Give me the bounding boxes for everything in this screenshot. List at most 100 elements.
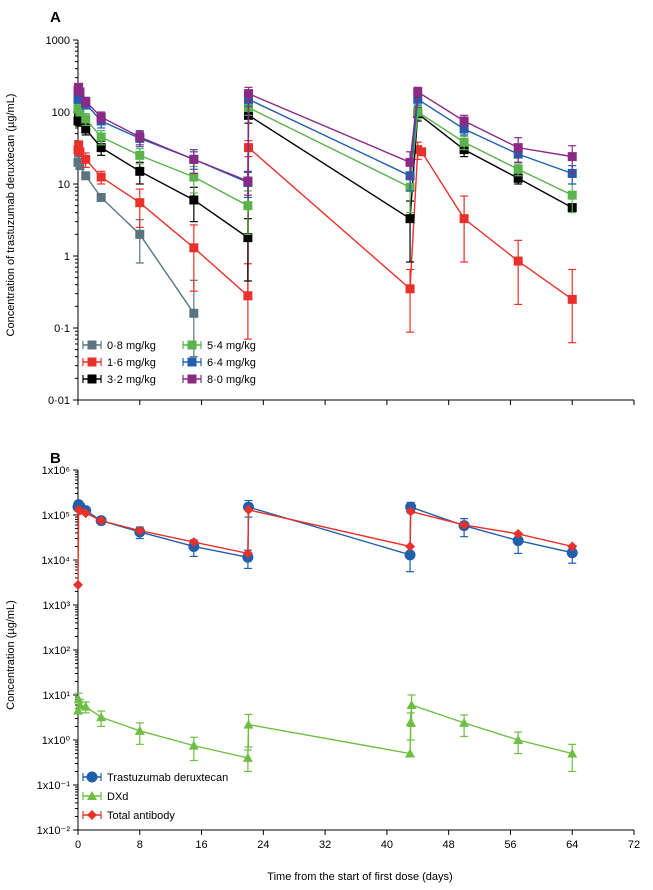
data-point <box>567 190 577 200</box>
y-tick-label: 1x10⁻¹ <box>37 780 71 792</box>
y-tick-label: 1x10¹ <box>42 690 70 702</box>
data-point <box>81 96 91 106</box>
legend-label: 6·4 mg/kg <box>207 357 256 369</box>
series-0 <box>73 148 199 358</box>
x-tick-label: 16 <box>195 839 207 851</box>
data-point <box>189 243 199 253</box>
data-point <box>405 157 415 167</box>
legend-item: 5·4 mg/kg <box>182 340 256 352</box>
x-tick-label: 40 <box>381 839 393 851</box>
series-line <box>77 112 573 239</box>
x-tick-label: 24 <box>257 839 269 851</box>
panel-b-marks <box>72 499 578 773</box>
data-point <box>96 712 107 722</box>
data-point <box>188 740 199 750</box>
series-5 <box>73 82 577 196</box>
legend-item: DXd <box>82 791 128 803</box>
data-point <box>73 579 83 590</box>
data-point <box>96 172 106 182</box>
data-point <box>405 506 416 517</box>
panel-a-ylabel: Concentration of trastuzumab deruxtecan … <box>5 94 17 337</box>
data-point <box>513 528 524 539</box>
legend-label: Trastuzumab deruxtecan <box>107 772 228 784</box>
data-point <box>513 256 523 266</box>
panel-b-ylabel: Concentration (µg/mL) <box>5 600 17 710</box>
data-point <box>75 117 85 127</box>
data-point <box>75 92 85 102</box>
legend-marker <box>187 357 197 367</box>
data-point <box>96 132 106 142</box>
data-point <box>513 143 523 153</box>
legend-item: Total antibody <box>82 810 175 822</box>
legend-marker <box>187 374 197 384</box>
data-point <box>405 748 416 758</box>
legend-marker <box>87 791 97 800</box>
data-point <box>242 752 253 762</box>
data-point <box>74 100 84 110</box>
legend-label: Total antibody <box>107 810 175 822</box>
data-point <box>459 519 470 530</box>
data-point <box>189 195 199 205</box>
y-tick-label: 0·1 <box>54 323 70 335</box>
data-point <box>96 192 106 202</box>
x-tick-label: 8 <box>137 839 143 851</box>
data-point <box>189 308 199 318</box>
y-tick-label: 1x10⁴ <box>41 555 70 567</box>
data-point <box>75 107 85 117</box>
panel-b-xlabel: Time from the start of first dose (days) <box>267 871 452 883</box>
data-point <box>413 94 423 104</box>
data-point <box>413 107 423 117</box>
series-line <box>77 699 573 759</box>
series-2 <box>73 107 577 282</box>
x-tick-label: 72 <box>628 839 640 851</box>
y-tick-label: 1x10⁰ <box>42 735 71 747</box>
data-point <box>567 748 578 758</box>
data-point <box>81 154 91 164</box>
panel-a-axes: 0·01 0·1 1 10 100 1000 <box>46 35 635 407</box>
series-4 <box>73 89 577 199</box>
data-point <box>96 112 106 122</box>
data-point <box>417 147 427 157</box>
panel-a-legend: 0·8 mg/kg 1·6 mg/kg 3·2 mg/kg 5·4 mg/kg 6·4 … <box>82 340 256 386</box>
y-tick-label: 0·01 <box>48 395 70 407</box>
panel-a-letter: A <box>50 9 61 26</box>
data-point <box>243 719 254 729</box>
data-point <box>405 214 415 224</box>
data-point <box>81 114 91 124</box>
y-tick-label: 1x10² <box>42 645 70 657</box>
panel-b-legend: Trastuzumab deruxtecan DXd Total antibody <box>82 771 228 822</box>
legend-item: 1·6 mg/kg <box>82 357 156 369</box>
legend-marker <box>87 357 97 367</box>
y-tick-label: 1x10⁵ <box>42 510 70 522</box>
data-point <box>74 82 84 92</box>
data-point <box>243 504 254 515</box>
y-tick-label: 1x10³ <box>42 600 70 612</box>
x-tick-label: 56 <box>504 839 516 851</box>
legend-marker <box>87 810 97 820</box>
data-point <box>135 150 145 160</box>
data-point <box>74 112 84 122</box>
data-point <box>243 201 253 211</box>
legend-label: DXd <box>107 791 128 803</box>
data-point <box>134 725 145 735</box>
data-point <box>81 171 91 181</box>
x-tick-label: 64 <box>566 839 578 851</box>
legend-item: 6·4 mg/kg <box>182 357 256 369</box>
data-point <box>567 541 578 552</box>
data-point <box>459 124 469 134</box>
legend-item: 0·8 mg/kg <box>82 340 156 352</box>
data-point <box>413 87 423 97</box>
data-point <box>513 173 523 183</box>
panel-b: B Concentration (µg/mL) Time from the st… <box>5 450 640 883</box>
data-point <box>243 176 253 186</box>
y-tick-label: 10 <box>58 179 70 191</box>
data-point <box>513 164 523 174</box>
data-point <box>404 549 416 561</box>
series-1 <box>73 692 578 773</box>
data-point <box>188 537 199 548</box>
legend-label: 3·2 mg/kg <box>107 374 156 386</box>
y-tick-label: 1 <box>64 251 70 263</box>
data-point <box>242 548 253 559</box>
data-point <box>566 547 578 559</box>
